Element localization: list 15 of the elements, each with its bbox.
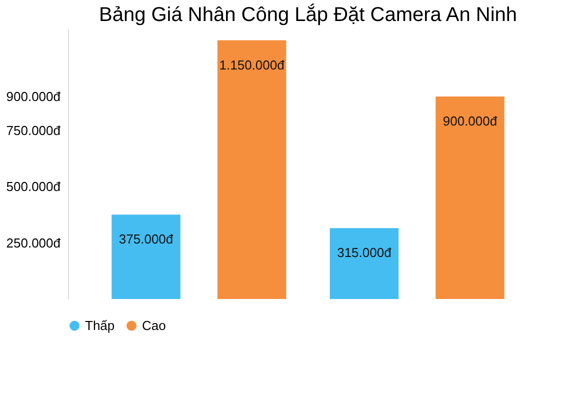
data-label: 315.000đ [337,245,392,260]
chart-title: Bảng Giá Nhân Công Lắp Đặt Camera An Ninh [98,3,518,26]
data-label: 1.150.000đ [219,57,286,72]
data-label: 900.000đ [442,114,498,128]
y-tick-label: 750.000đ [6,122,62,138]
legend-label: Cao [142,318,166,333]
data-label: 375.000đ [118,232,174,247]
bar [330,228,399,299]
bar [436,96,504,299]
y-tick-label: 250.000đ [6,235,62,250]
bar [217,40,286,299]
y-tick-label: 900.000đ [6,89,62,104]
y-tick-label: 500.000đ [6,179,62,194]
legend-label: Thấp [85,318,115,333]
bar [112,214,180,299]
